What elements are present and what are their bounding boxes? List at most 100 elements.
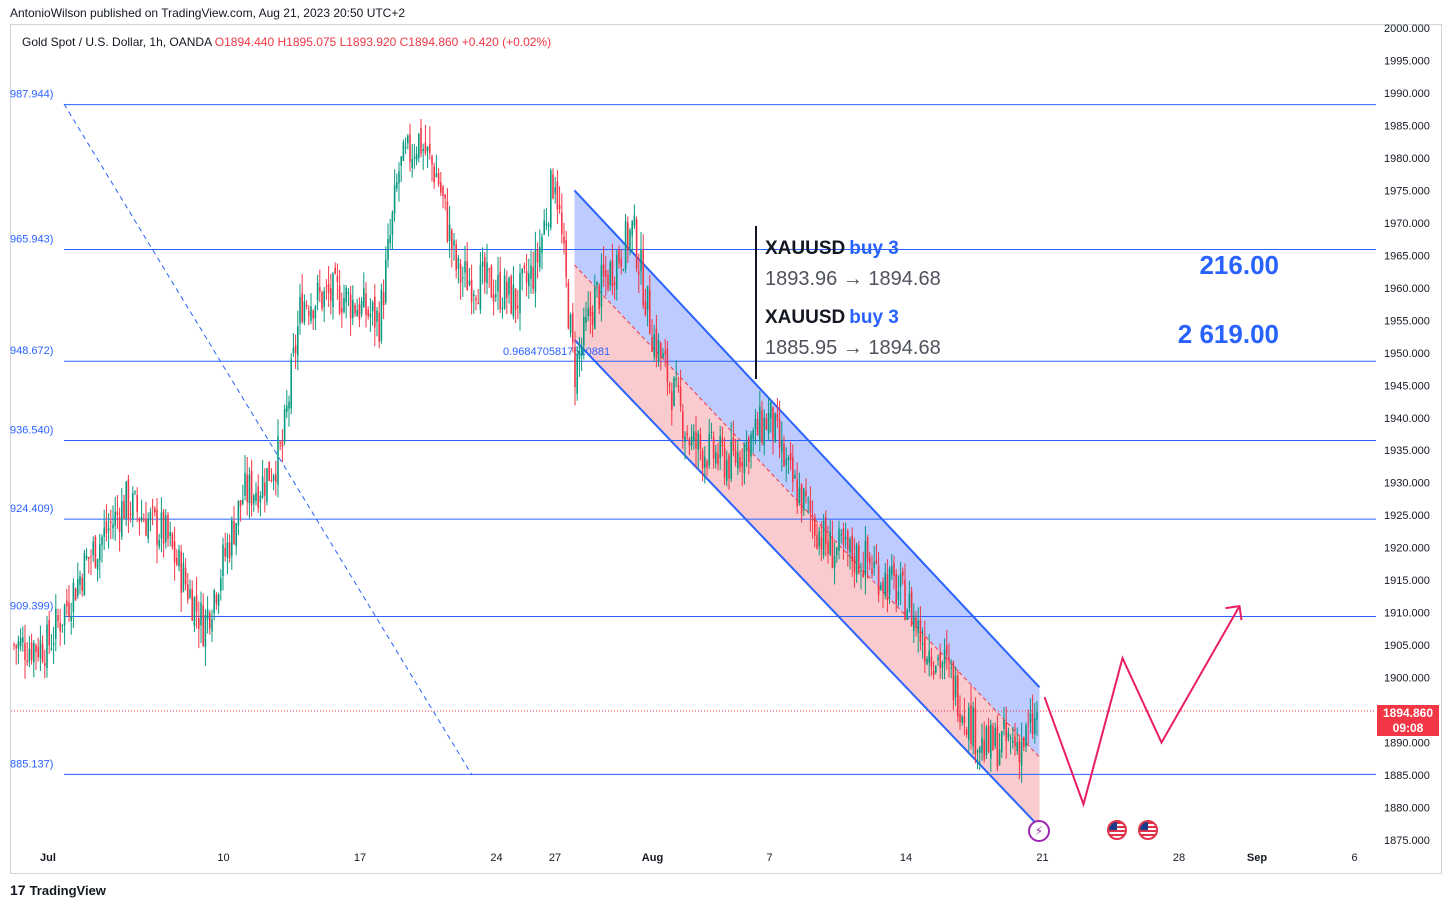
candle-body [917,620,919,634]
candle-body [697,433,699,451]
candle-body [70,616,72,622]
candle-body [1007,732,1010,738]
candle-body [679,386,682,406]
low-value: L1893.920 [339,35,397,49]
candle-body [101,536,103,546]
candle-body [363,288,365,307]
candle-body [673,377,675,407]
candle-body [116,512,119,515]
y-tick-label: 1880.000 [1384,803,1430,815]
candle-body [510,276,512,314]
candle-body [283,409,286,442]
candle-body [92,541,94,556]
candle-body [389,235,391,244]
candle-body [992,726,994,751]
candle-body [987,726,990,752]
candle-body [193,597,196,627]
candle-body [748,437,750,463]
candle-body [721,438,724,447]
candle-body [475,298,477,301]
fib-ratio-label: 0.9684705817510881 [503,346,610,358]
candle-body [470,279,473,303]
candle-body [66,600,68,607]
candle-body [499,271,501,309]
candle-body [202,605,204,646]
candle-body [935,666,937,673]
candle-body [910,591,913,627]
candle-body [90,555,92,557]
candle-body [336,276,339,282]
tradingview-logo[interactable]: 17 TradingView [10,882,106,898]
candle-body [422,148,424,151]
x-tick-label: 27 [549,852,561,864]
candle-body [294,345,297,354]
candle-body [847,531,849,550]
candle-body [983,740,985,760]
candle-body [19,637,22,647]
candle-body [726,460,728,481]
candle-body [842,528,845,545]
candle-body [717,453,719,465]
candle-body [420,127,422,154]
candle-body [961,716,963,723]
candle-body [814,516,816,536]
trades-divider [755,226,757,379]
candle-body [807,498,809,500]
candle-body [1023,737,1025,747]
candle-body [244,473,246,496]
candle-body [83,553,86,596]
candle-body [831,536,834,568]
trade-2-action: buy 3 [849,307,899,328]
candle-body [965,729,968,735]
candle-body [404,146,407,149]
candle-body [162,511,165,544]
candle-body [453,240,455,246]
candle-body [206,609,209,620]
candle-body [387,238,389,260]
candle-body [627,222,629,251]
candle-body [862,569,864,578]
candle-body [723,447,726,478]
candle-body [44,662,46,666]
candle-body [897,591,900,600]
candle-body [198,617,200,629]
trade-2-symbol: XAUUSD [765,307,846,328]
candle-body [891,566,893,575]
candle-body [79,576,81,585]
x-tick-label: 6 [1351,852,1357,864]
candle-body [541,236,543,254]
candle-body [719,435,721,459]
candle-body [517,305,519,309]
candle-body [602,264,605,277]
y-tick-label: 1920.000 [1384,543,1430,555]
candle-body [794,474,796,479]
us-flag-icon[interactable] [1138,820,1158,840]
lightning-event-icon[interactable]: ⚡ [1028,820,1050,842]
us-flag-icon[interactable] [1107,820,1127,840]
candle-body [33,642,35,663]
candle-body [345,287,347,303]
candle-body [543,220,545,234]
y-tick-label: 1885.000 [1384,770,1430,782]
candle-body [825,516,827,545]
candle-body [121,501,123,537]
candle-body [261,476,264,498]
candle-body [532,266,534,289]
candle-body [228,542,231,559]
candle-body [354,304,356,314]
candle-body [391,212,394,235]
candle-body [968,707,970,740]
candle-body [24,643,26,660]
y-tick-label: 1950.000 [1384,348,1430,360]
candle-body [893,563,895,576]
candle-body [741,462,743,467]
channel-lower-fill [574,265,1040,828]
level-label: 924.409) [10,503,53,515]
candle-body [957,675,959,717]
candle-body [257,486,259,509]
candle-body [990,724,992,759]
candle-body [200,602,202,626]
y-tick-label: 1910.000 [1384,608,1430,620]
candle-body [873,562,875,568]
